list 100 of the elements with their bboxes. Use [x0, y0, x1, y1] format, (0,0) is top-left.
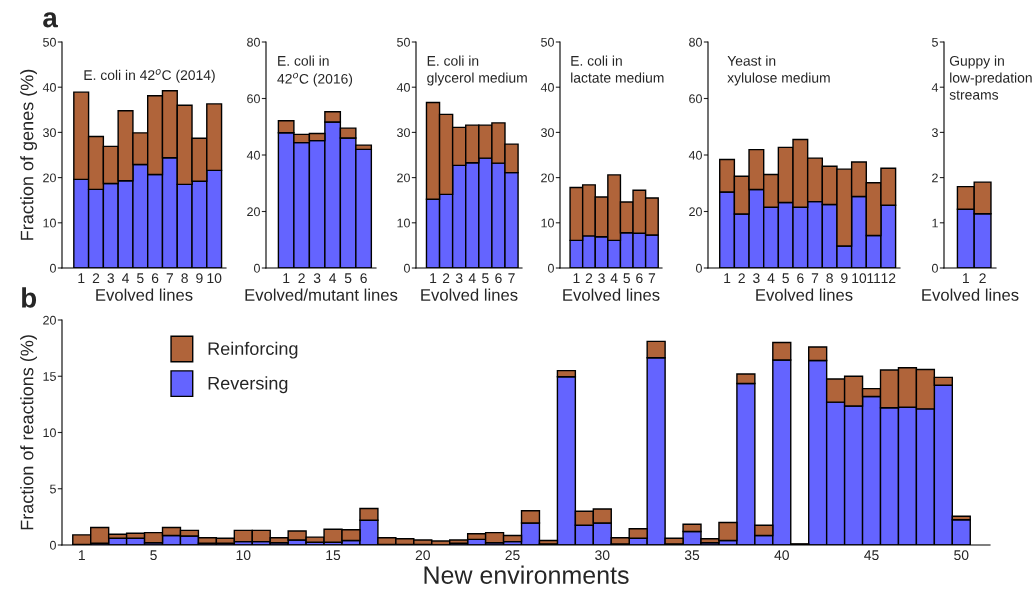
x-tick-label: 1 — [283, 273, 290, 283]
x-axis-title: Evolved lines — [421, 288, 518, 301]
x-tick-label: 1 — [963, 273, 969, 283]
x-axis-title: Evolved lines — [96, 288, 193, 301]
x-axis-title: Evolved/mutant lines — [245, 288, 398, 301]
y-tick-label: 40 — [396, 83, 410, 92]
y-tick-label: 10 — [43, 428, 56, 438]
x-tick-label: 1 — [78, 273, 85, 283]
y-tick-label: 15 — [43, 372, 56, 381]
x-tick-label: 7 — [811, 273, 819, 283]
x-tick-label: 11 — [867, 273, 881, 283]
text: Guppy in low-predation streams — [949, 55, 1032, 100]
y-tick-label: 0 — [49, 540, 56, 550]
y-axis-title: Fraction of reactions (%) — [20, 335, 37, 530]
x-tick-label: 3 — [107, 273, 115, 284]
text: E. coli in 42$^{o}$C (2016) — [277, 55, 353, 87]
y-tick-label: 20 — [689, 207, 702, 217]
y-tick-label: 10 — [541, 218, 554, 228]
x-axis-title: New environments — [424, 565, 629, 584]
x-tick-label: 25 — [505, 550, 520, 561]
y-tick-label: 30 — [397, 128, 410, 138]
x-tick-label: 10 — [207, 273, 222, 284]
x-tick-label: 8 — [181, 273, 188, 284]
y-tick-label: 40 — [42, 83, 56, 92]
y-tick-label: 30 — [43, 128, 56, 138]
text: Yeast in xylulose medium — [727, 55, 830, 86]
x-tick-label: 2 — [585, 273, 593, 283]
x-tick-label: 10 — [852, 273, 867, 284]
y-tick-label: 0 — [931, 263, 938, 273]
x-tick-label: 5 — [150, 550, 157, 561]
legend-label: Reinforcing — [208, 341, 298, 359]
legend-label: Reversing — [208, 376, 288, 394]
x-axis-title: Evolved lines — [756, 288, 853, 301]
x-tick-label: 9 — [196, 273, 203, 284]
y-tick-label: 20 — [43, 173, 56, 183]
y-tick-label: 50 — [541, 37, 554, 47]
x-tick-label: 5 — [137, 273, 144, 284]
x-tick-label: 1 — [573, 273, 580, 283]
x-tick-label: 1 — [430, 273, 437, 283]
x-tick-label: 1 — [724, 273, 731, 283]
y-tick-label: 50 — [397, 37, 410, 47]
x-tick-label: 5 — [482, 273, 489, 284]
x-tick-label: 12 — [881, 273, 896, 283]
x-tick-label: 6 — [495, 273, 502, 284]
x-tick-label: 1 — [78, 550, 85, 560]
x-tick-label: 6 — [360, 273, 367, 284]
x-tick-label: 7 — [166, 273, 174, 283]
x-tick-label: 4 — [767, 273, 775, 283]
x-tick-label: 6 — [797, 273, 804, 284]
y-tick-label: 0 — [49, 263, 56, 273]
x-tick-label: 8 — [826, 273, 833, 284]
x-tick-label: 6 — [636, 273, 643, 284]
x-axis-title: Evolved lines — [922, 288, 1019, 301]
y-tick-label: 60 — [247, 94, 260, 104]
x-tick-label: 4 — [468, 273, 476, 283]
x-tick-label: 5 — [782, 273, 789, 284]
y-tick-label: 10 — [43, 218, 56, 228]
text: E. coli in 42$^{o}$C (2014) — [84, 69, 215, 83]
text: a — [43, 12, 58, 28]
y-tick-label: 1 — [932, 218, 938, 228]
y-tick-label: 40 — [246, 150, 260, 160]
x-tick-label: 9 — [841, 273, 848, 284]
y-tick-label: 80 — [689, 37, 702, 47]
y-axis-title: Fraction of genes (%) — [20, 69, 37, 240]
y-tick-label: 80 — [247, 37, 260, 47]
x-tick-label: 2 — [92, 273, 100, 283]
y-tick-label: 40 — [540, 83, 554, 92]
x-tick-label: 4 — [329, 273, 337, 283]
x-tick-label: 15 — [326, 550, 341, 561]
x-tick-label: 10 — [236, 550, 251, 561]
y-tick-label: 10 — [397, 218, 410, 228]
y-tick-label: 30 — [541, 128, 554, 138]
x-tick-label: 4 — [121, 273, 129, 283]
x-tick-label: 20 — [415, 550, 430, 561]
y-tick-label: 0 — [403, 263, 410, 273]
y-tick-label: 4 — [931, 83, 939, 92]
x-tick-label: 2 — [298, 273, 305, 283]
x-axis-title: Evolved lines — [563, 288, 660, 301]
y-tick-label: 3 — [931, 128, 938, 138]
y-tick-label: 20 — [541, 173, 554, 183]
y-tick-label: 50 — [43, 37, 56, 47]
x-tick-label: 40 — [774, 550, 789, 561]
x-tick-label: 45 — [864, 550, 879, 561]
y-tick-label: 0 — [547, 263, 554, 273]
x-tick-label: 5 — [623, 273, 631, 284]
x-tick-label: 7 — [648, 273, 656, 283]
y-tick-label: 20 — [397, 173, 410, 183]
y-tick-label: 5 — [931, 37, 938, 47]
text: E. coli in lactate medium — [571, 55, 664, 83]
x-tick-label: 2 — [442, 273, 450, 283]
x-tick-label: 4 — [610, 273, 618, 283]
x-tick-label: 50 — [954, 550, 969, 561]
y-tick-label: 20 — [43, 315, 56, 325]
y-tick-label: 0 — [695, 263, 702, 273]
x-tick-label: 3 — [753, 273, 760, 284]
x-tick-label: 2 — [738, 273, 745, 283]
x-tick-label: 35 — [684, 550, 700, 561]
x-tick-label: 30 — [595, 550, 610, 561]
y-tick-label: 0 — [253, 263, 260, 273]
y-tick-label: 60 — [689, 94, 702, 104]
